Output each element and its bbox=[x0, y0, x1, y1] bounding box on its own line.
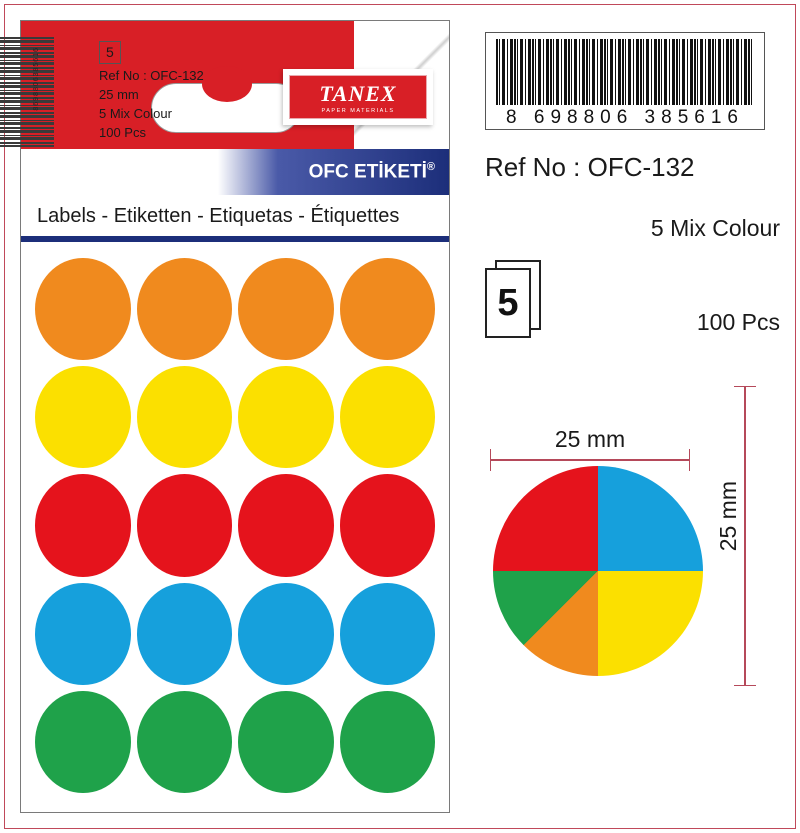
colour-wheel-pie bbox=[493, 466, 703, 676]
sticker-dot[interactable] bbox=[340, 583, 436, 685]
sticker-dot[interactable] bbox=[340, 366, 436, 468]
sticker-dot[interactable] bbox=[137, 258, 233, 360]
dim-height-line bbox=[744, 386, 746, 686]
package-card: 8698806385616 5 Ref No : OFC-132 25 mm 5… bbox=[20, 20, 450, 813]
mix-line: 5 Mix Colour bbox=[99, 104, 204, 123]
ofc-etiketi-band: OFC ETİKETİ® bbox=[21, 149, 449, 195]
sticker-dot[interactable] bbox=[238, 691, 334, 793]
sticker-dot[interactable] bbox=[35, 583, 131, 685]
ref-no-text: Ref No : OFC-132 bbox=[485, 152, 780, 183]
sticker-dot[interactable] bbox=[238, 583, 334, 685]
sticker-dot[interactable] bbox=[340, 691, 436, 793]
page-stack-icon: 5 bbox=[485, 260, 547, 336]
tanex-logo: TANEX PAPER MATERIALS bbox=[289, 75, 427, 119]
sticker-dot[interactable] bbox=[137, 366, 233, 468]
mini-barcode-number: 8698806385616 bbox=[33, 47, 40, 111]
info-card: 8 698806 385616 Ref No : OFC-132 5 Mix C… bbox=[485, 32, 780, 800]
sticker-dot[interactable] bbox=[35, 258, 131, 360]
dim-width-block: 25 mm bbox=[490, 426, 690, 461]
colour-wheel-sample bbox=[493, 466, 703, 676]
dim-width-label: 25 mm bbox=[490, 426, 690, 453]
page-stack-number: 5 bbox=[497, 282, 518, 325]
mix-colour-text: 5 Mix Colour bbox=[485, 215, 780, 242]
page-stack-front: 5 bbox=[485, 268, 531, 338]
languages-line: Labels - Etiketten - Etiquetas - Étiquet… bbox=[21, 195, 449, 236]
ofc-etiketi-text: OFC ETİKETİ® bbox=[309, 161, 435, 183]
sticker-dot[interactable] bbox=[137, 583, 233, 685]
dim-width-line bbox=[490, 459, 690, 461]
tanex-logo-badge: TANEX PAPER MATERIALS bbox=[283, 69, 433, 125]
tanex-logo-title: TANEX bbox=[319, 81, 396, 107]
package-info-block: 5 Ref No : OFC-132 25 mm 5 Mix Colour 10… bbox=[99, 41, 204, 142]
size-code-box: 5 bbox=[99, 41, 121, 64]
sticker-dot[interactable] bbox=[238, 258, 334, 360]
tanex-logo-subtitle: PAPER MATERIALS bbox=[321, 108, 394, 114]
sticker-dot[interactable] bbox=[137, 691, 233, 793]
sticker-dot[interactable] bbox=[35, 691, 131, 793]
ref-line: Ref No : OFC-132 bbox=[99, 66, 204, 85]
sticker-dot[interactable] bbox=[238, 474, 334, 576]
sticker-dot[interactable] bbox=[340, 474, 436, 576]
dimension-section: 25 mm 25 mm bbox=[485, 386, 780, 686]
mini-barcode-bars bbox=[0, 37, 54, 147]
qty-line: 100 Pcs bbox=[99, 123, 204, 142]
qty-row: 5 100 Pcs bbox=[485, 260, 780, 336]
sticker-dot[interactable] bbox=[35, 366, 131, 468]
dim-height-label: 25 mm bbox=[715, 481, 742, 551]
main-barcode-box: 8 698806 385616 bbox=[485, 32, 765, 130]
main-barcode-number: 8 698806 385616 bbox=[496, 107, 754, 129]
main-barcode-bars bbox=[496, 39, 754, 105]
size-line: 25 mm bbox=[99, 85, 204, 104]
dim-height-block: 25 mm bbox=[726, 386, 766, 686]
sticker-dot[interactable] bbox=[340, 258, 436, 360]
sticker-dot[interactable] bbox=[238, 366, 334, 468]
sticker-dots-grid bbox=[21, 242, 449, 807]
sticker-dot[interactable] bbox=[35, 474, 131, 576]
sticker-dot[interactable] bbox=[137, 474, 233, 576]
pcs-text: 100 Pcs bbox=[697, 309, 780, 336]
